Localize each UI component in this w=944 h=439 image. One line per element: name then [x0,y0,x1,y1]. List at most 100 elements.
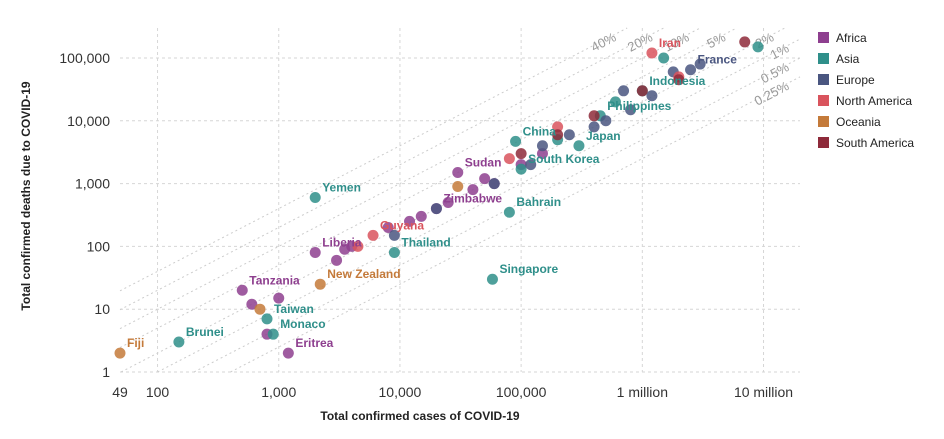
legend: Africa Asia Europe North America Oceania Sout… [818,31,914,150]
legend-label: South America [836,136,914,150]
data-point [404,215,416,227]
y-axis-title: Total confirmed deaths due to COVID-19 [19,81,33,310]
y-tick-label: 100 [87,238,111,254]
point-label: Monaco [280,317,325,331]
point-label: Liberia [322,235,362,249]
data-point [430,203,442,215]
data-point [515,148,527,160]
reference-line [230,76,801,373]
legend-label: Europe [836,73,875,87]
point-label: Taiwan [274,302,314,316]
data-point [588,110,600,122]
data-point [442,196,454,208]
x-tick-label: 100,000 [496,384,547,400]
data-point [309,192,321,204]
point-label: Zimbabwe [443,192,502,206]
data-point [536,148,548,160]
point-label: Eritrea [295,336,333,350]
data-point [486,273,498,285]
data-point [173,336,185,348]
data-point [636,85,648,97]
data-point [503,153,515,165]
reference-line-label: 5% [704,29,728,51]
legend-swatch [818,32,829,43]
x-tick-label: 49 [112,384,128,400]
data-point [488,178,500,190]
point-label: Guyana [380,218,424,232]
legend-label: Africa [836,31,867,45]
data-point [339,243,351,255]
point-label: Fiji [127,336,144,350]
data-point [415,210,427,222]
data-point [515,163,527,175]
data-point [625,104,637,116]
x-tick-label: 1 million [617,384,668,400]
data-point [739,36,751,48]
x-tick-label: 10 million [734,384,793,400]
data-point [573,140,585,152]
data-point [588,121,600,133]
reference-line [119,27,664,311]
point-label: Yemen [322,181,361,195]
point-label: Japan [586,129,621,143]
data-point [236,284,248,296]
data-point [563,129,575,141]
data-point [752,41,764,53]
data-point [552,129,564,141]
data-point [261,313,273,325]
point-label: France [698,53,738,67]
data-point [467,184,479,196]
data-point [452,167,464,179]
data-point [673,74,685,86]
data-point [254,303,266,315]
data-point [536,140,548,152]
legend-label: Oceania [836,115,881,129]
data-point [382,221,394,233]
reference-line [193,57,801,373]
data-point [503,206,515,218]
data-point [331,254,343,266]
data-point [309,246,321,258]
data-point [525,159,537,171]
data-point [658,52,670,64]
data-point [600,115,612,127]
data-point [552,121,564,133]
data-point [618,85,630,97]
point-label: South Korea [528,152,600,166]
reference-line [119,27,701,330]
y-tick-label: 10,000 [67,113,110,129]
point-label: New Zealand [327,267,400,281]
legend-label: Asia [836,52,860,66]
legend-swatch [818,53,829,64]
point-label: Philippines [607,99,671,113]
legend-swatch [818,116,829,127]
data-point [388,229,400,241]
data-point [267,328,279,340]
reference-line [119,27,628,292]
data-point [694,58,706,70]
data-point [282,347,294,359]
point-label: Tanzania [249,273,300,287]
data-point [479,173,491,185]
data-point [646,90,658,102]
point-label: Singapore [499,262,558,276]
point-label: Iran [659,36,681,50]
y-tick-label: 1 [102,364,110,380]
legend-swatch [818,74,829,85]
point-label: Indonesia [649,74,705,88]
data-point [388,246,400,258]
legend-label: North America [836,94,912,108]
data-point [646,47,658,59]
point-label: Thailand [401,235,450,249]
axis-ticks: 49 100 1,000 10,000 100,000 1 million 10 milli… [59,50,793,400]
data-points [114,36,764,359]
point-label: Bahrain [516,195,561,209]
y-tick-label: 100,000 [59,50,110,66]
data-point [367,229,379,241]
data-point [452,180,464,192]
x-tick-label: 100 [146,384,170,400]
data-point [314,278,326,290]
grid-lines [120,28,800,373]
y-tick-label: 1,000 [75,176,110,192]
